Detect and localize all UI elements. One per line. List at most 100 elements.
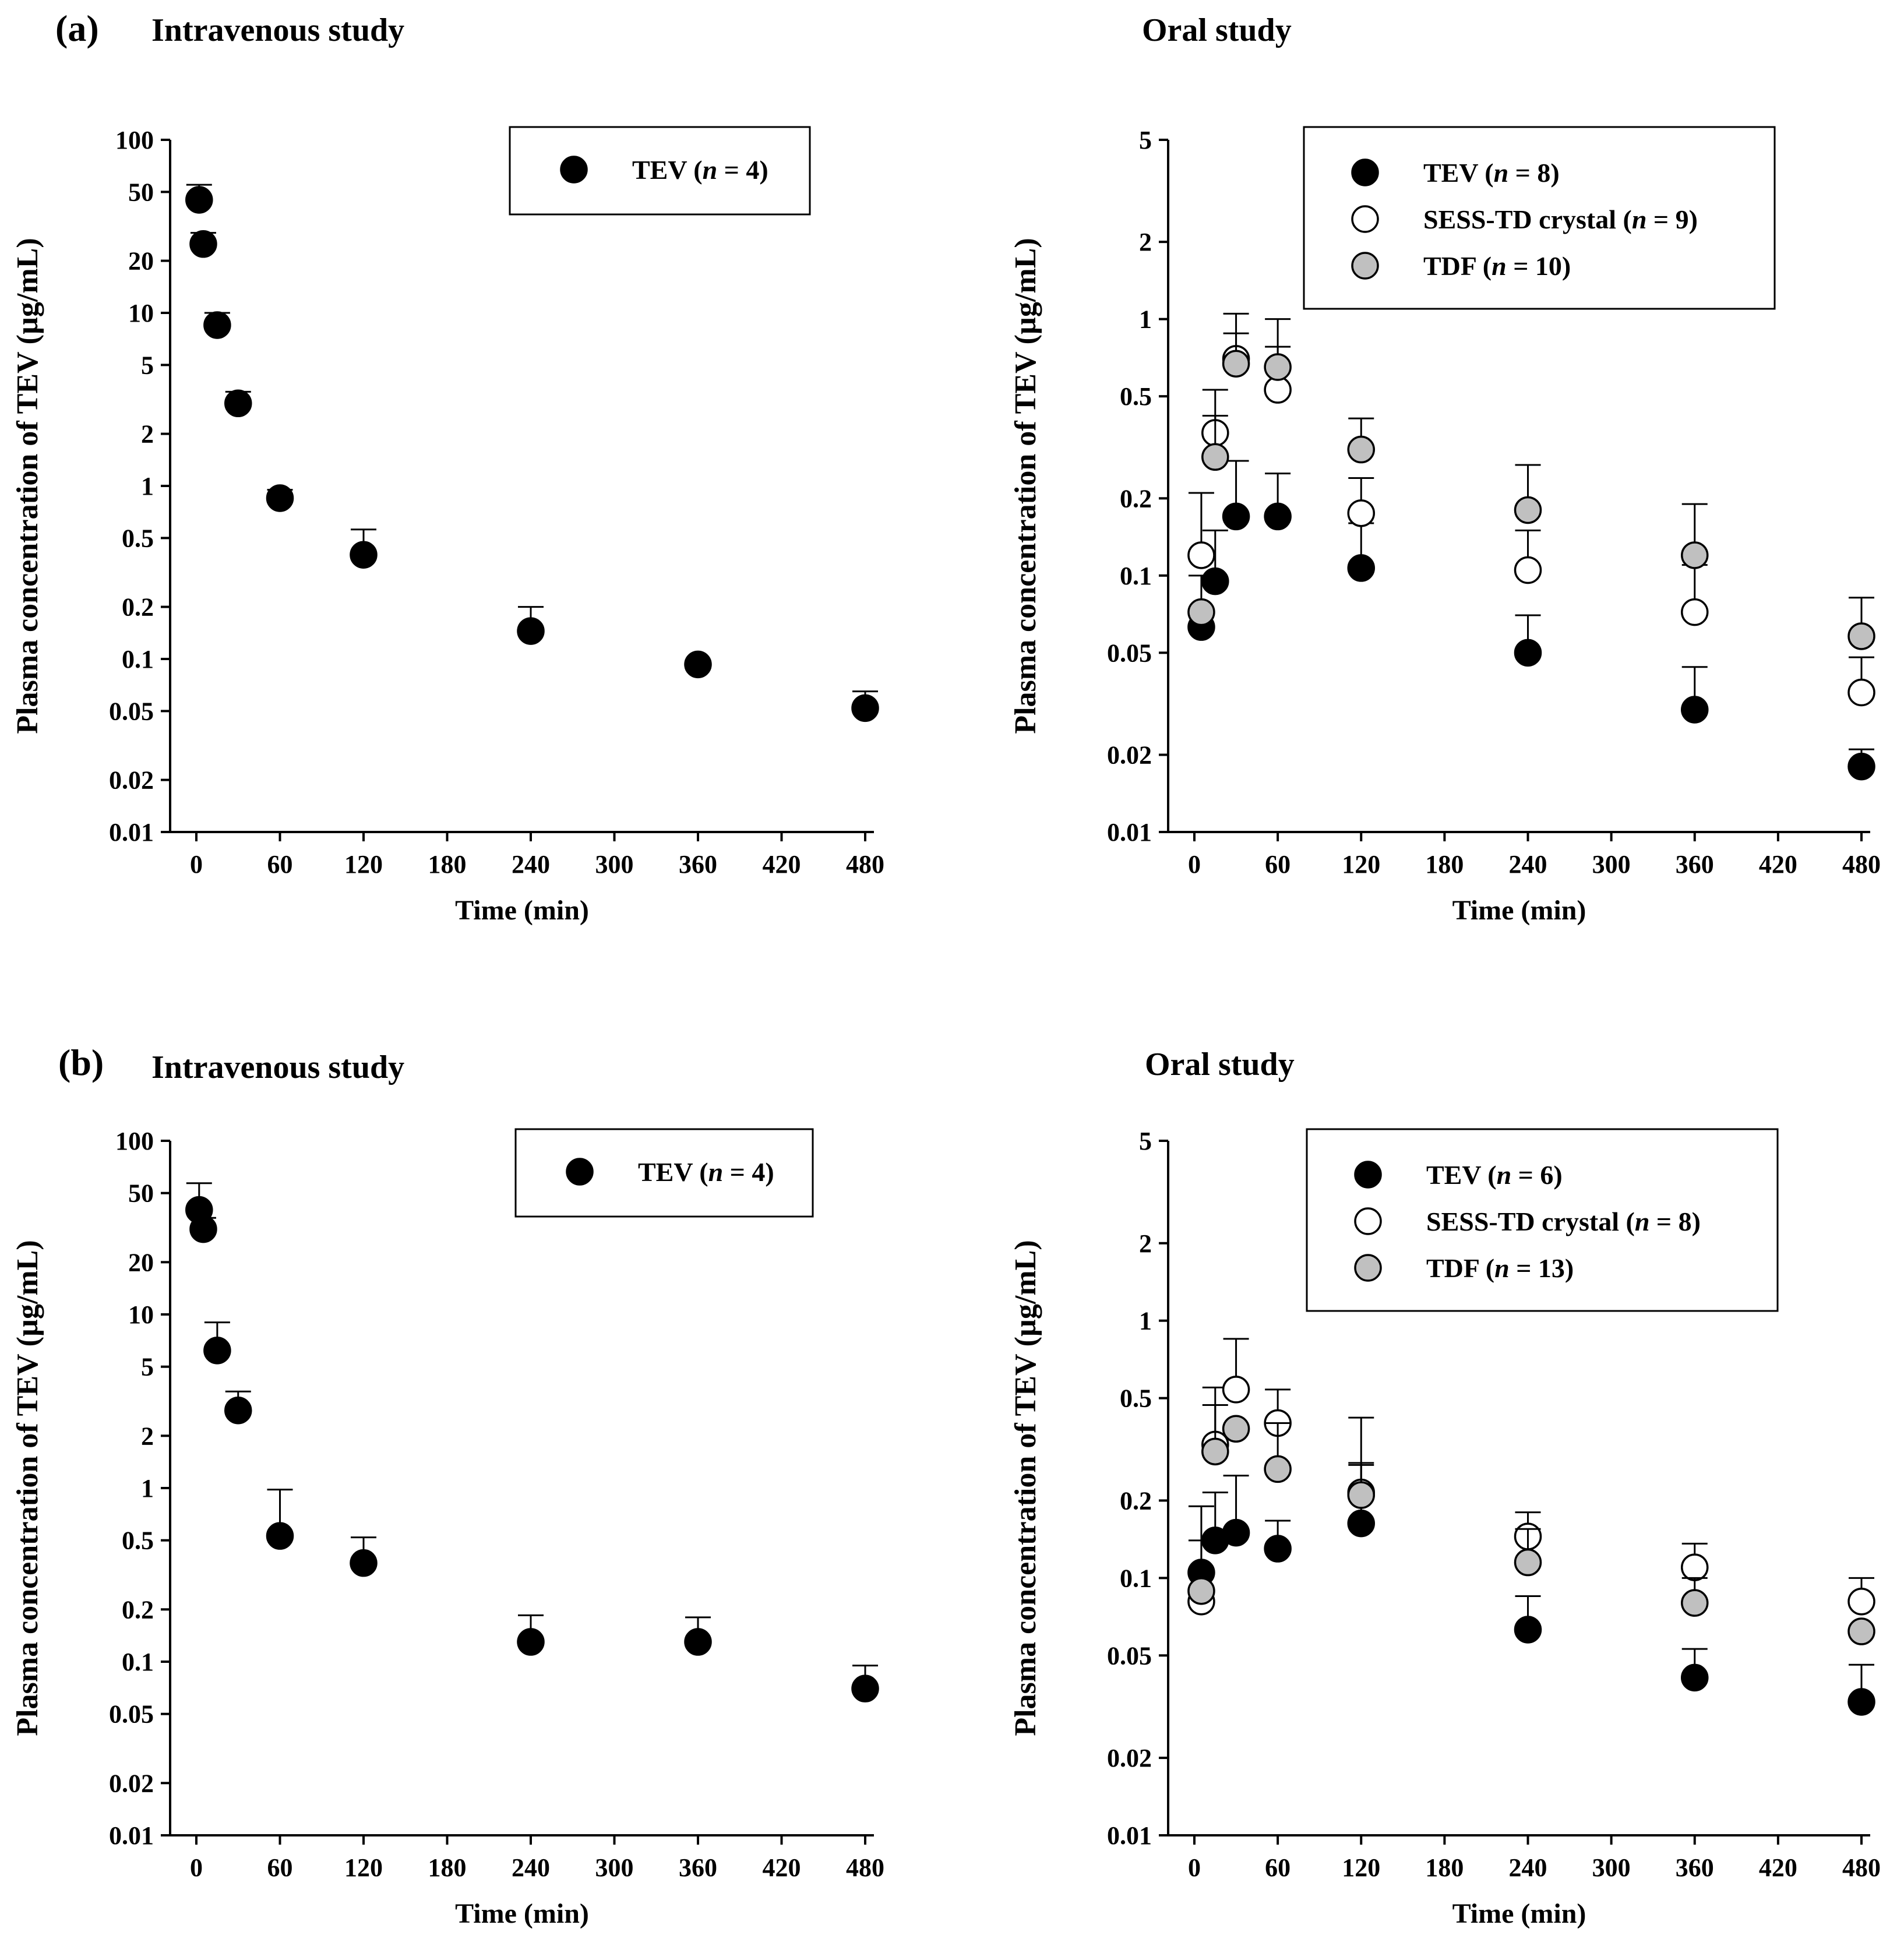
x-tick-label: 120 — [344, 1853, 383, 1882]
y-tick-label: 1 — [1139, 305, 1152, 334]
y-tick-label: 100 — [115, 1127, 154, 1155]
chart-title: Intravenous study — [151, 1049, 404, 1085]
chart-title: Oral study — [1145, 1046, 1295, 1083]
x-tick-label: 360 — [679, 850, 717, 879]
data-point — [203, 1337, 231, 1365]
chart-b-oral: Oral study 0.01 0.02 0.05 0.1 0.2 0.5 1 2 5 0 60 120… — [1009, 1046, 1881, 1929]
series-tdf — [1187, 318, 1875, 650]
y-tick-label: 10 — [128, 1300, 154, 1329]
data-point — [1222, 502, 1250, 531]
x-tick-label: 480 — [1842, 850, 1881, 879]
y-tick-label: 0.05 — [109, 1700, 154, 1729]
y-tick-label: 2 — [1139, 1229, 1152, 1258]
data-point — [1681, 541, 1709, 569]
x-tick-label: 180 — [428, 850, 467, 879]
data-point — [1514, 1616, 1542, 1644]
data-point — [1201, 1437, 1229, 1466]
y-tick-label: 1 — [141, 472, 154, 500]
y-tick-label: 0.01 — [109, 1821, 154, 1850]
x-tick-label: 240 — [1509, 1853, 1547, 1882]
x-tick-label: 0 — [1188, 1853, 1201, 1882]
x-tick-label: 420 — [1759, 850, 1797, 879]
y-tick-label: 0.5 — [122, 524, 154, 552]
y-tick-label: 5 — [1139, 1127, 1152, 1155]
data-point — [1347, 554, 1375, 582]
data-point — [1264, 353, 1292, 381]
chart-a-oral: Oral study 0.01 0.02 0.05 0.1 0.2 0.5 1 2 5 0 60 120… — [1009, 12, 1881, 926]
data-point — [266, 1522, 294, 1550]
y-tick-label: 2 — [141, 1422, 154, 1450]
y-tick-label: 50 — [128, 178, 154, 206]
y-tick-label: 0.01 — [109, 818, 154, 847]
y-tick-label: 100 — [115, 126, 154, 154]
y-tick-label: 0.05 — [1107, 639, 1152, 667]
data-point — [1201, 567, 1229, 595]
y-tick-label: 0.5 — [1120, 1384, 1152, 1413]
data-point — [1681, 598, 1709, 626]
y-tick-label: 0.1 — [1120, 562, 1152, 590]
y-tick-label: 0.1 — [1120, 1564, 1152, 1592]
legend-box — [1303, 126, 1776, 310]
y-tick-label: 0.2 — [1120, 1486, 1152, 1515]
data-point — [851, 694, 879, 722]
y-tick-label: 2 — [141, 420, 154, 449]
legend-marker — [560, 156, 588, 184]
x-tick-label: 300 — [595, 850, 634, 879]
y-tick-label: 0.02 — [1107, 741, 1152, 769]
y-tick-label: 0.2 — [122, 1595, 154, 1624]
data-point — [224, 1396, 252, 1425]
y-axis-label: Plasma concentration of TEV (µg/mL) — [11, 238, 44, 734]
y-tick-label: 0.05 — [109, 697, 154, 725]
y-tick-label: 0.02 — [109, 1769, 154, 1797]
x-axis-label: Time (min) — [1452, 1898, 1586, 1929]
data-point — [1514, 639, 1542, 667]
x-tick-label: 120 — [1342, 850, 1380, 879]
x-tick-label: 480 — [846, 850, 884, 879]
data-point — [851, 1675, 879, 1702]
data-point — [203, 311, 231, 339]
data-point — [684, 1628, 712, 1656]
x-tick-label: 240 — [512, 850, 550, 879]
data-point — [1514, 496, 1542, 524]
y-tick-label: 0.05 — [1107, 1641, 1152, 1670]
x-tick-label: 300 — [1592, 1853, 1631, 1882]
data-point — [1681, 1663, 1709, 1692]
x-tick-label: 0 — [1188, 850, 1201, 879]
data-point — [266, 484, 294, 512]
y-tick-label: 50 — [128, 1179, 154, 1208]
data-point — [189, 1215, 217, 1243]
x-axis-label: Time (min) — [1452, 895, 1586, 926]
x-tick-label: 180 — [1425, 1853, 1464, 1882]
legend-marker — [1354, 1161, 1382, 1189]
legend-entry: TEV (n = 8) — [1423, 158, 1560, 188]
data-point — [1681, 1589, 1709, 1617]
x-tick-label: 60 — [1265, 850, 1291, 879]
legend-entry: TDF (n = 13) — [1426, 1253, 1574, 1283]
legend-marker — [566, 1158, 594, 1186]
legend: TEV (n = 6) SESS-TD crystal (n = 8) TDF (n… — [1306, 1128, 1779, 1312]
y-axis-label: Plasma concentration of TEV (µg/mL) — [1009, 1240, 1042, 1736]
y-tick-label: 20 — [128, 1248, 154, 1277]
data-point — [1847, 1688, 1875, 1716]
y-axis-label: Plasma concentration of TEV (µg/mL) — [11, 1240, 44, 1736]
x-axis-label: Time (min) — [455, 895, 589, 926]
data-point — [1187, 541, 1215, 569]
legend-entry: SESS-TD crystal (n = 9) — [1423, 205, 1698, 234]
chart-title: Intravenous study — [151, 12, 404, 48]
x-tick-label: 480 — [1842, 1853, 1881, 1882]
chart-title: Oral study — [1142, 12, 1292, 48]
data-point — [1847, 752, 1875, 781]
series-tev — [185, 1182, 879, 1702]
data-point — [1847, 1617, 1875, 1645]
y-tick-label: 20 — [128, 247, 154, 276]
data-point — [1264, 1455, 1292, 1483]
legend-marker — [1351, 158, 1379, 186]
series-tev — [185, 184, 879, 722]
data-point — [1681, 1553, 1709, 1581]
data-point — [224, 389, 252, 418]
y-tick-label: 0.2 — [122, 593, 154, 622]
data-point — [350, 541, 378, 569]
data-point — [1514, 1548, 1542, 1577]
data-point — [1222, 1376, 1250, 1404]
